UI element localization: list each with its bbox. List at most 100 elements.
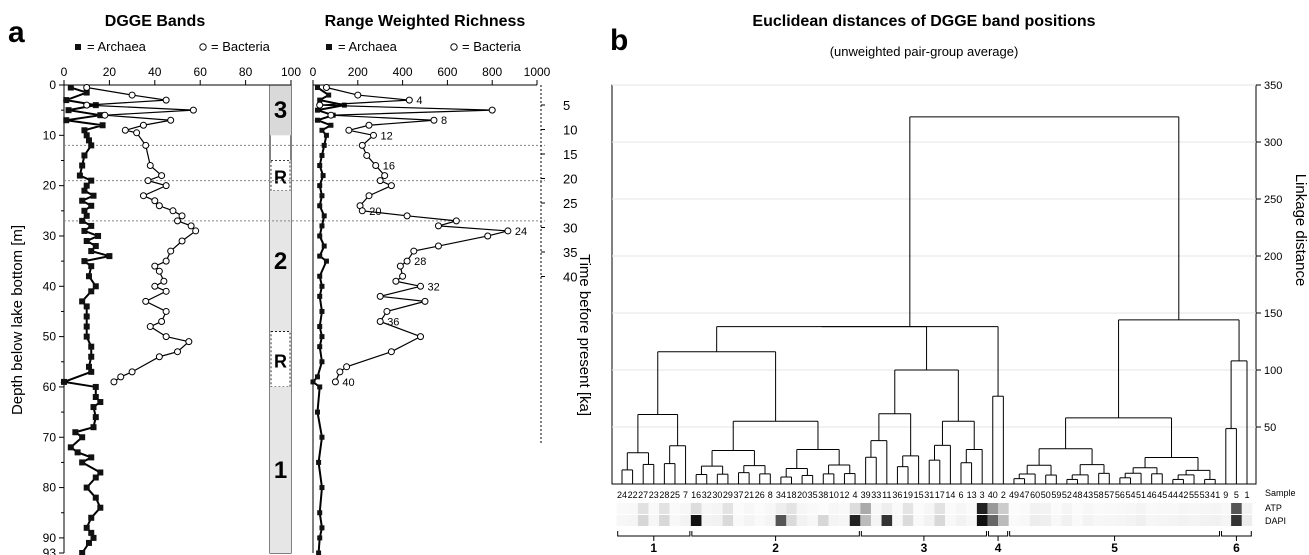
atp-cell	[648, 503, 660, 514]
archaea-point	[314, 117, 320, 123]
sample-label: 12	[839, 490, 849, 500]
archaea-point	[88, 529, 95, 536]
archaea-point	[328, 122, 334, 128]
dapi-cell	[1072, 515, 1083, 526]
x-tick-label: 0	[310, 65, 317, 79]
bacteria-point	[151, 282, 159, 290]
cluster-label: 2	[772, 541, 779, 555]
dapi-cell	[765, 515, 776, 526]
atp-cell	[1188, 503, 1200, 514]
dendrogram-title: Euclidean distances of DGGE band positio…	[752, 13, 1095, 30]
legend-bacteria-marker	[199, 43, 207, 51]
atp-cell	[1209, 503, 1221, 514]
archaea-point	[323, 258, 329, 264]
archaea-point	[88, 263, 95, 270]
y-tick-label: 20	[43, 179, 57, 193]
archaea-point	[321, 213, 327, 219]
sample-label: 57	[1104, 490, 1114, 500]
time-axis-label: Time before present [ka]	[576, 254, 593, 416]
x-tick-label: 800	[482, 65, 502, 79]
dapi-cell	[1103, 515, 1115, 526]
sample-label: 3	[980, 490, 985, 500]
dapi-cell	[1093, 515, 1104, 526]
sample-annotation: 16	[383, 161, 395, 173]
bacteria-point	[155, 353, 163, 361]
archaea-point	[92, 243, 99, 250]
atp-cell	[934, 503, 946, 514]
bacteria-point	[189, 106, 197, 114]
sample-label: 60	[1030, 490, 1040, 500]
y-tick-label: 350	[1264, 80, 1282, 92]
dapi-cell	[828, 515, 840, 526]
sample-label: 38	[818, 490, 828, 500]
sample-label: 44	[1168, 490, 1178, 500]
dapi-cell	[945, 515, 956, 526]
archaea-point	[88, 248, 95, 255]
dapi-cell	[817, 515, 829, 526]
x-tick-label: 600	[437, 65, 457, 79]
zone-label: 2	[274, 248, 287, 275]
sample-label: 4	[853, 490, 858, 500]
atp-cell	[1178, 503, 1189, 514]
atp-cell	[923, 503, 935, 514]
atp-cell	[659, 503, 670, 514]
y-tick-label: 300	[1264, 137, 1282, 149]
bacteria-point	[392, 277, 400, 285]
archaea-point	[79, 217, 86, 224]
zone-label: R	[274, 351, 287, 371]
y-tick-label: 70	[43, 430, 57, 444]
bacteria-point	[376, 292, 384, 300]
sample-annotation: 4	[416, 95, 422, 107]
sample-label: 7	[683, 490, 688, 500]
archaea-point	[92, 414, 99, 421]
atp-cell	[712, 503, 723, 514]
archaea-point	[88, 222, 95, 229]
archaea-point	[314, 85, 320, 91]
bacteria-point	[117, 373, 125, 381]
archaea-line	[311, 86, 345, 554]
dapi-cell	[1051, 515, 1062, 526]
archaea-point	[67, 84, 74, 91]
y-tick-label: 90	[43, 531, 57, 545]
sample-label: 29	[723, 490, 733, 500]
atp-cell	[616, 503, 628, 514]
atp-cell	[1103, 503, 1115, 514]
cluster-bracket	[1009, 531, 1221, 537]
sample-label: 25	[670, 490, 680, 500]
atp-cell	[1093, 503, 1104, 514]
sample-label: 2	[1001, 490, 1006, 500]
dapi-cell	[1029, 515, 1041, 526]
sample-label: 19	[903, 490, 913, 500]
sample-label: 53	[1200, 490, 1210, 500]
bacteria-point	[151, 197, 159, 205]
dapi-cell	[1156, 515, 1168, 526]
archaea-point	[317, 253, 323, 259]
dapi-cell	[796, 515, 808, 526]
archaea-point	[79, 459, 86, 466]
archaea-point	[317, 163, 323, 169]
archaea-point	[319, 525, 325, 531]
dapi-cell	[1146, 515, 1157, 526]
sample-annotation: 8	[441, 115, 447, 127]
bacteria-point	[162, 333, 170, 341]
bacteria-point	[365, 192, 373, 200]
archaea-point	[317, 203, 323, 209]
time-tick-label: 35	[563, 245, 577, 260]
bacteria-point	[158, 172, 166, 180]
sample-label: 45	[1157, 490, 1167, 500]
bacteria-point	[178, 237, 186, 245]
archaea-point	[90, 192, 97, 199]
legend-archaea-marker	[75, 44, 81, 50]
row-label: ATP	[1265, 503, 1282, 513]
atp-cell	[1156, 503, 1168, 514]
atp-cell	[722, 503, 734, 514]
atp-cell	[796, 503, 808, 514]
legend-rwr: = Archaea = Bacteria	[326, 39, 522, 54]
bacteria-point	[488, 106, 496, 114]
bacteria-point	[336, 368, 344, 376]
archaea-point	[92, 394, 99, 400]
y-tick-label: 0	[49, 78, 56, 92]
atp-cell	[733, 503, 744, 514]
y-tick-label: 30	[43, 229, 57, 243]
